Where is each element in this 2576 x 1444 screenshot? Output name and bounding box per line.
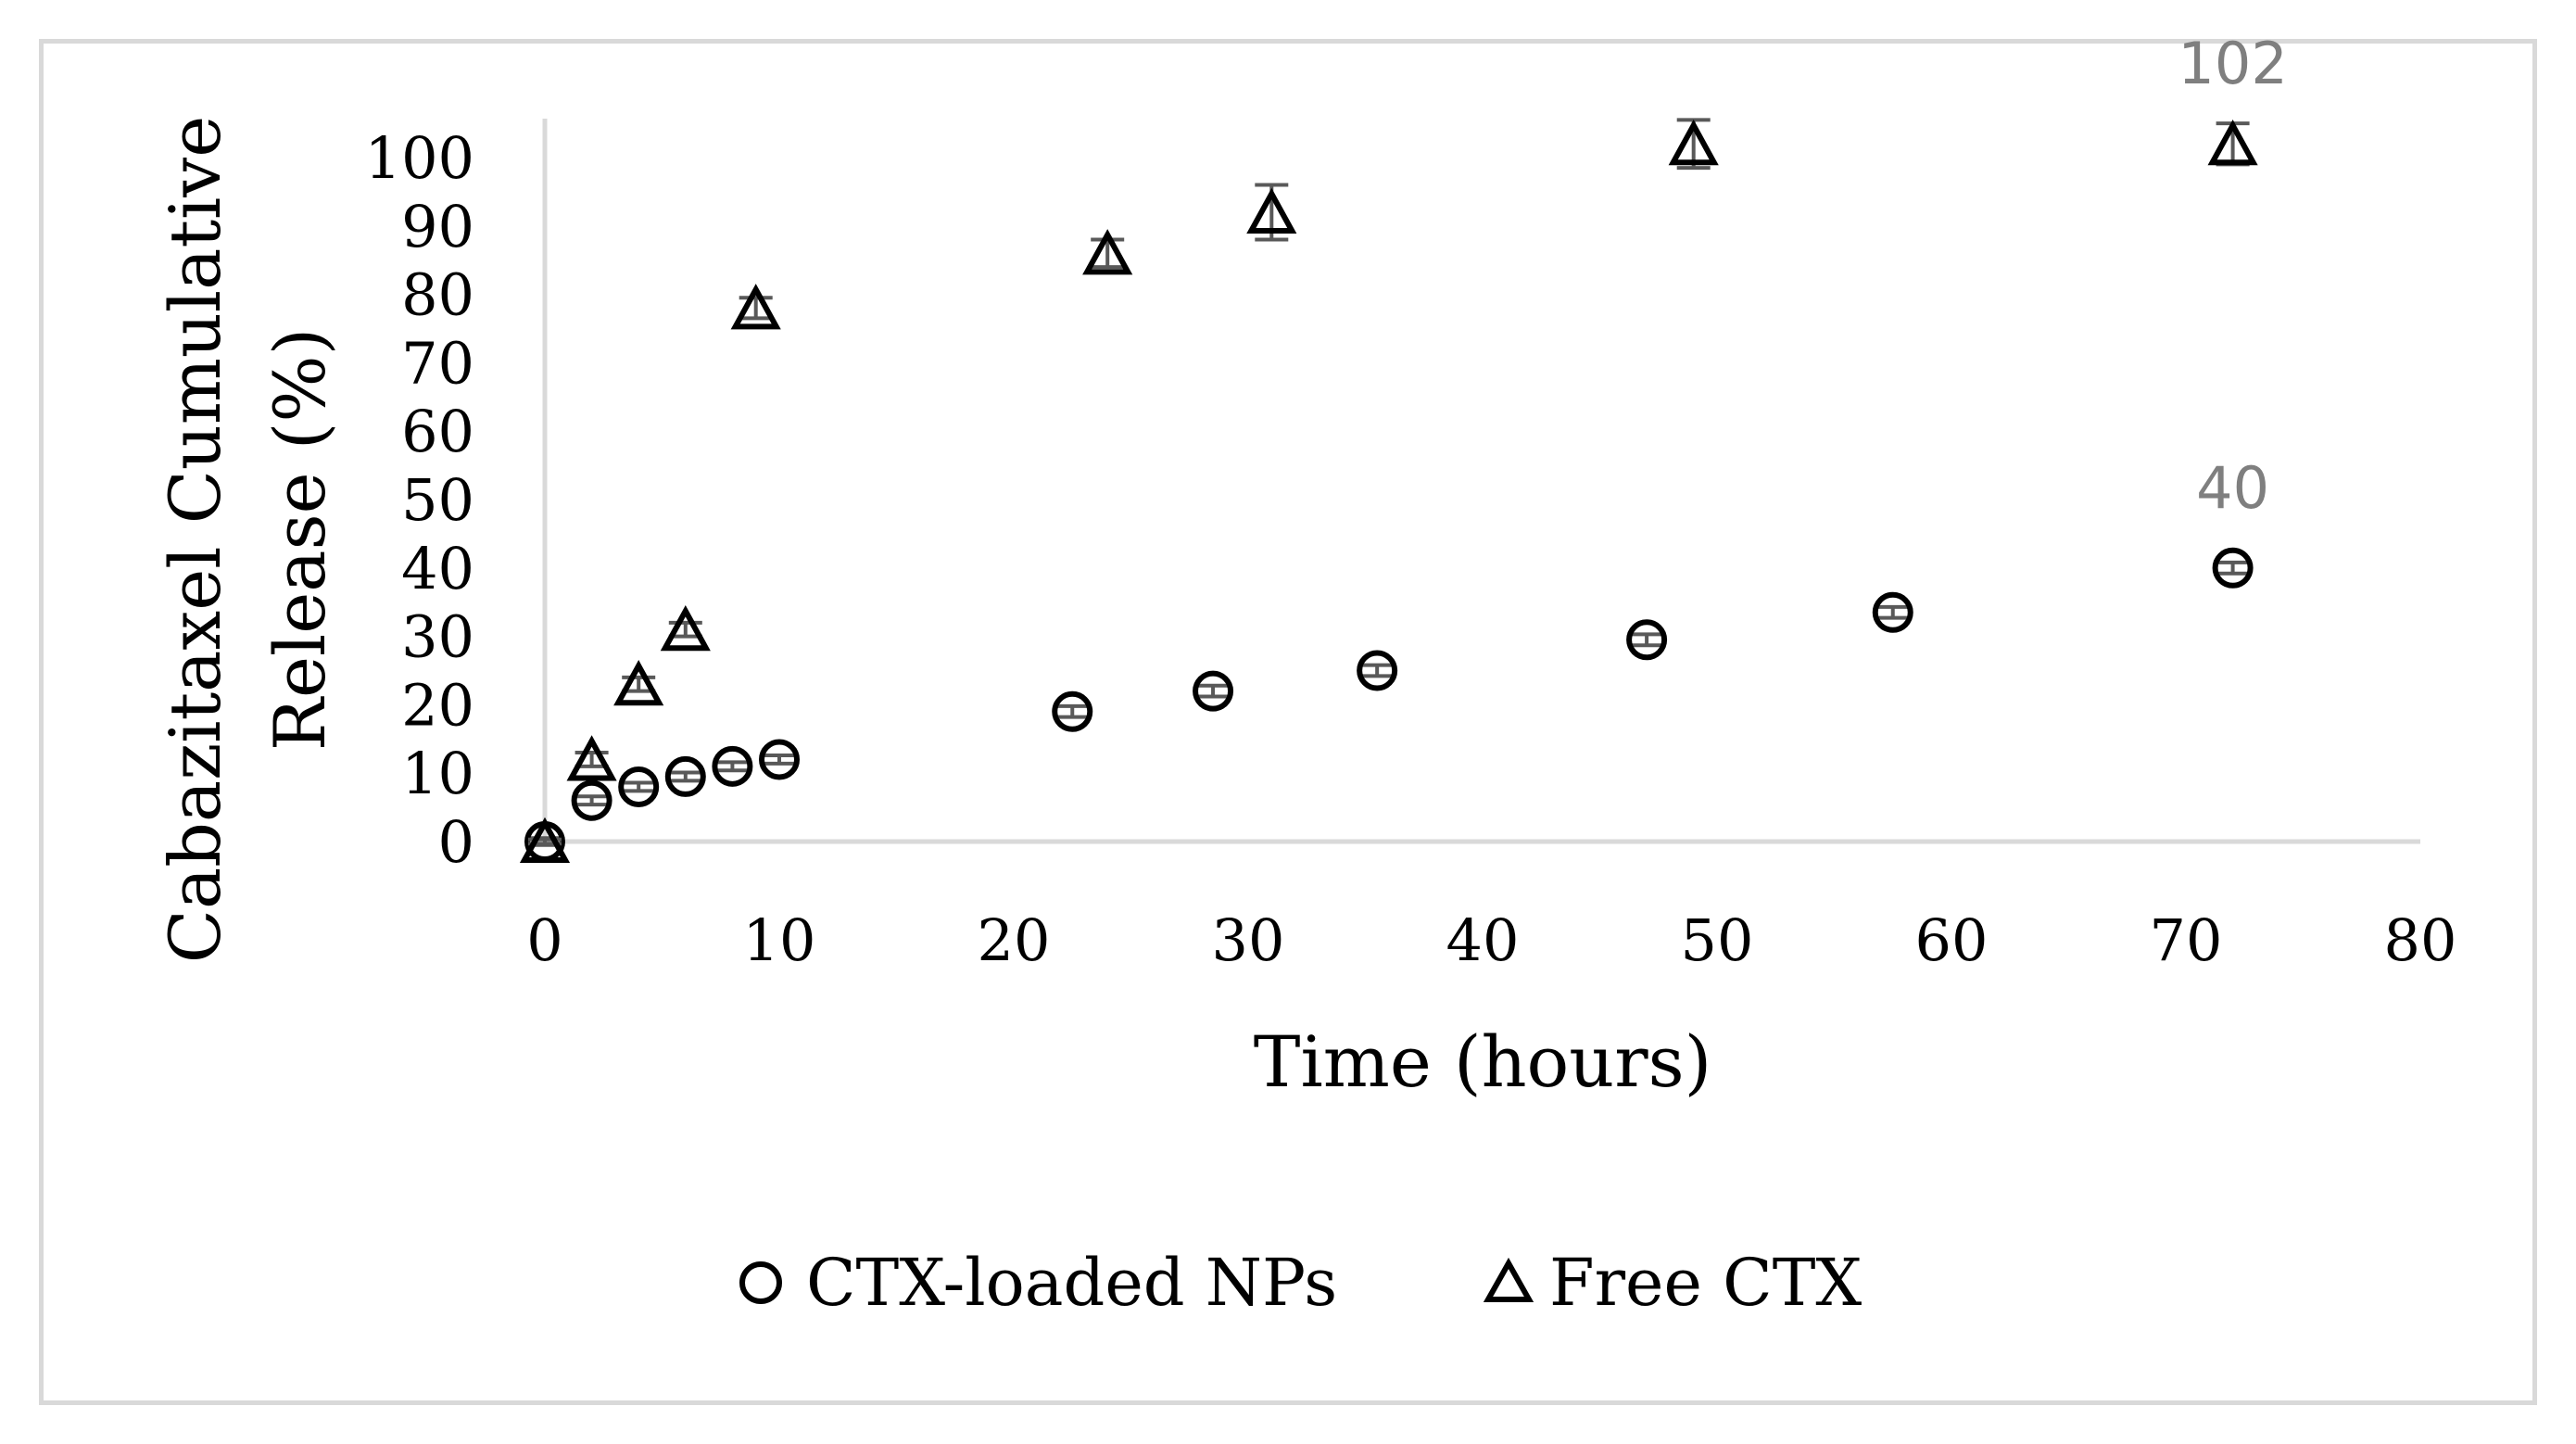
y-axis-title-line-2: Release (%) [259,328,341,751]
x-tick-label: 80 [2384,906,2457,974]
data-point [2207,120,2258,167]
y-tick-label: 100 [365,124,474,192]
data-point [1668,118,1719,171]
data-point [664,755,706,797]
data-point [759,739,800,780]
triangle-marker [730,284,781,330]
data-point [1357,650,1398,691]
y-tick-label: 40 [401,535,474,602]
data-point [1193,670,1234,712]
data-point [566,735,617,781]
circle-marker [759,739,800,780]
circle-marker [1052,690,1093,732]
circle-marker [1872,591,1913,633]
data-point [712,745,753,787]
data-point [1246,183,1297,242]
circle-marker [571,779,612,821]
x-tick-label: 50 [1681,906,1754,974]
x-tick-label: 60 [1915,906,1989,974]
x-axis-title: Time (hours) [1254,1020,1711,1103]
axes [542,119,2420,844]
circle-marker [712,745,753,787]
x-tick-label: 20 [978,906,1051,974]
data-label: 40 [2196,454,2269,522]
data-point [1626,619,1668,661]
triangle-marker [613,660,664,706]
legend: CTX-loaded NPs Free CTX [739,1245,1862,1321]
circle-marker [1626,619,1668,661]
circle-marker [1193,670,1234,712]
y-tick-label: 60 [401,398,474,465]
circle-marker [664,755,706,797]
data-point [519,817,571,863]
triangle-marker [1082,229,1133,275]
y-tick-label: 20 [401,671,474,739]
data-point [2212,547,2254,589]
x-tick-label: 10 [743,906,816,974]
legend-label-ctx-loaded-nps: CTX-loaded NPs [806,1245,1337,1321]
data-marks [519,118,2258,863]
data-point [1872,591,1913,633]
x-tick-label: 0 [526,906,562,974]
triangle-marker [660,604,711,652]
y-tick-label: 0 [438,808,474,876]
y-axis-title-line-1: Cabazitaxel Cumulative [154,116,236,963]
chart-frame [39,39,2537,1405]
triangle-marker [566,735,617,781]
legend-triangle-marker [1483,1257,1534,1302]
circle-marker [618,766,660,807]
x-tick-labels: 0 10 20 30 40 50 60 70 80 [526,906,2456,974]
triangle-marker [2207,120,2258,166]
data-point [613,660,664,706]
data-point [730,284,781,330]
circle-marker [1357,650,1398,691]
y-tick-label: 10 [401,740,474,807]
y-tick-label: 70 [401,329,474,397]
triangle-marker [1668,120,1719,166]
data-point [1082,229,1133,275]
circle-marker [2212,547,2254,589]
data-point [660,604,711,652]
triangle-marker [519,817,571,863]
y-tick-label: 30 [401,603,474,671]
triangle-marker [1246,187,1297,234]
y-tick-label: 50 [401,466,474,534]
data-label: 102 [2178,30,2287,97]
data-point [571,779,612,821]
y-tick-label: 80 [401,261,474,329]
x-tick-label: 40 [1446,906,1520,974]
data-point [1052,690,1093,732]
data-labels: 40 102 [2178,30,2287,522]
x-tick-label: 70 [2150,906,2223,974]
x-tick-label: 30 [1212,906,1285,974]
y-tick-label: 90 [401,193,474,260]
data-point [618,766,660,807]
legend-label-free-ctx: Free CTX [1549,1245,1862,1321]
legend-circle-marker [739,1261,782,1304]
